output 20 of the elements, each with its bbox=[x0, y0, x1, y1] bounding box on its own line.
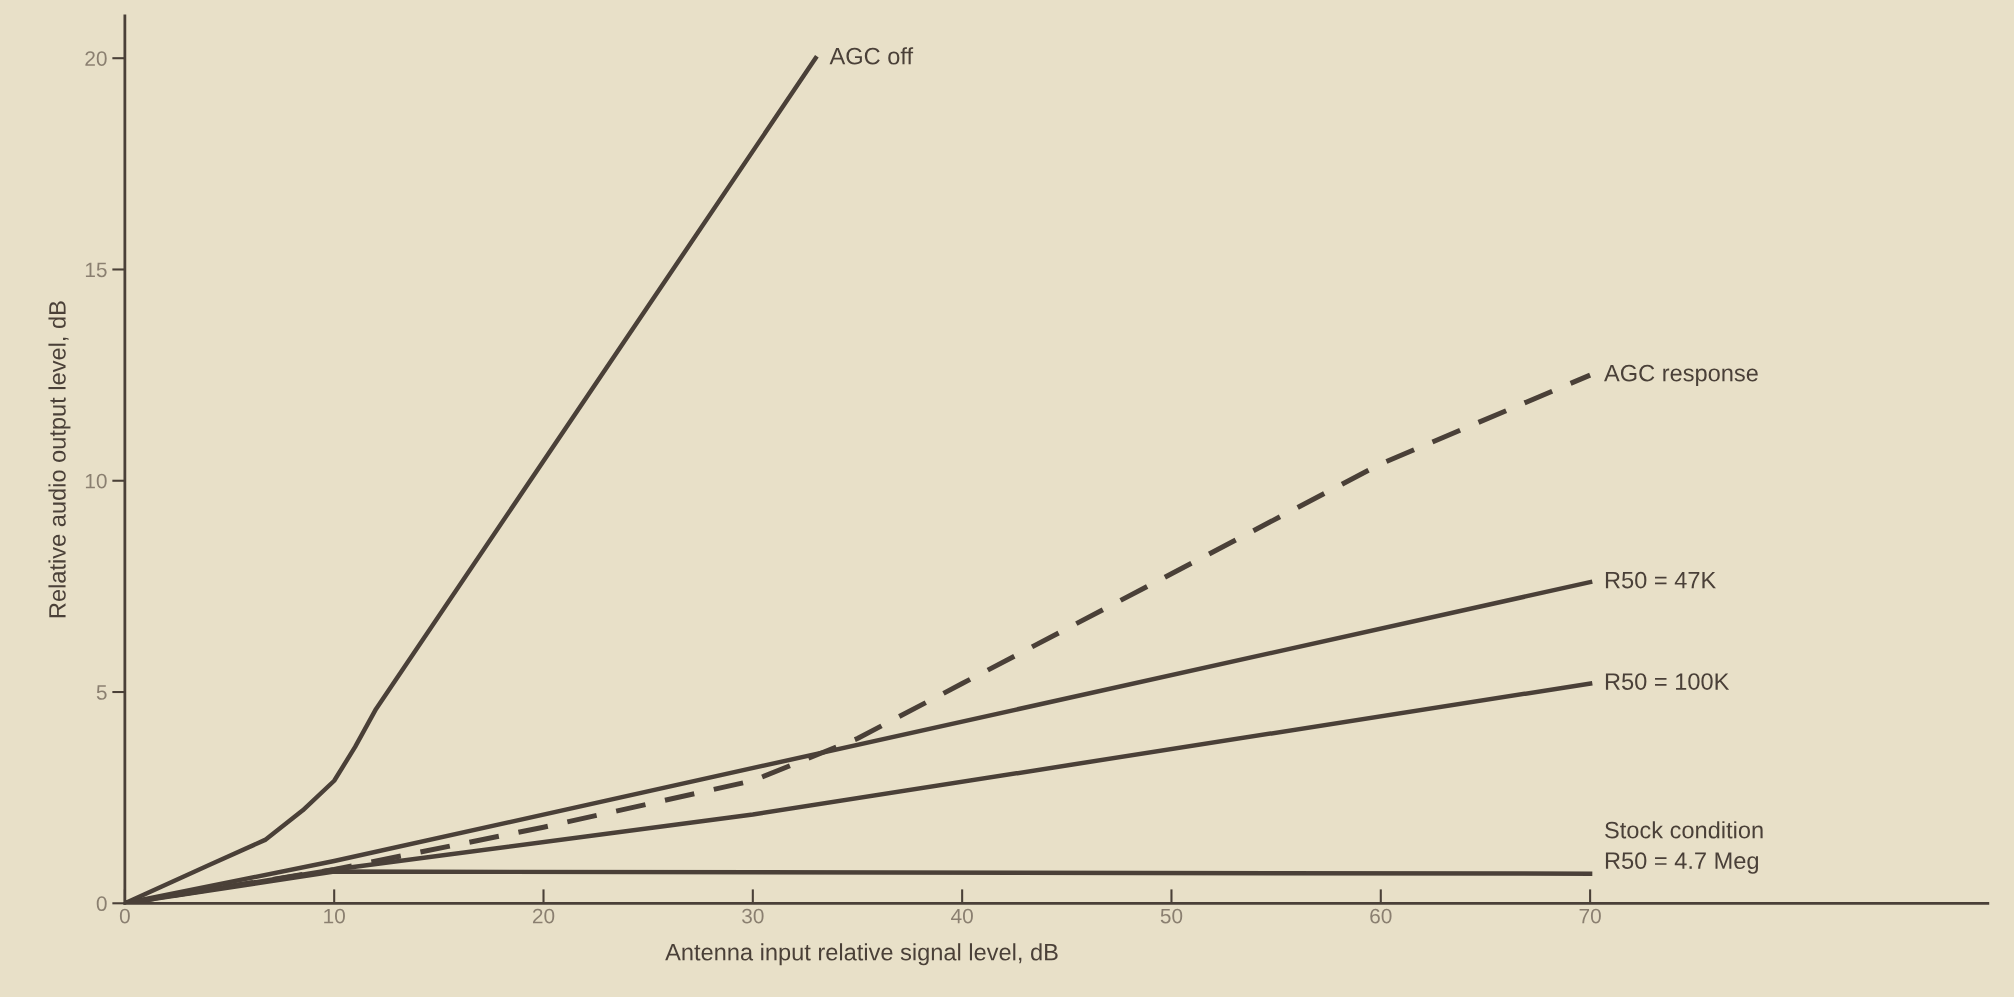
x-tick-label: 70 bbox=[1579, 908, 1601, 924]
y-tick-label: 5 bbox=[96, 685, 107, 700]
x-tick-label: 40 bbox=[951, 908, 973, 924]
y-tick-label: 0 bbox=[96, 896, 107, 912]
x-tick-label: 10 bbox=[324, 908, 345, 924]
series-label: Stock condition R50 = 4.7 Meg bbox=[1605, 821, 1763, 874]
series-label: R50 = 47K bbox=[1605, 571, 1716, 589]
series-label: AGC response bbox=[1604, 364, 1758, 387]
x-tick-label: 0 bbox=[119, 908, 130, 924]
y-axis-title: Relative audio output level, dB bbox=[48, 301, 71, 618]
y-tick-label: 15 bbox=[85, 262, 107, 278]
x-axis-title: Antenna input relative signal level, dB bbox=[665, 943, 1058, 966]
series-label: AGC off bbox=[829, 47, 914, 65]
series-label: R50 = 100K bbox=[1605, 673, 1730, 690]
x-tick-label: 30 bbox=[742, 908, 764, 924]
x-tick-label: 20 bbox=[532, 908, 555, 924]
x-tick-label: 50 bbox=[1160, 908, 1183, 924]
y-tick-label: 10 bbox=[85, 473, 107, 489]
x-tick-label: 60 bbox=[1370, 908, 1392, 924]
y-tick-label: 20 bbox=[85, 51, 107, 66]
